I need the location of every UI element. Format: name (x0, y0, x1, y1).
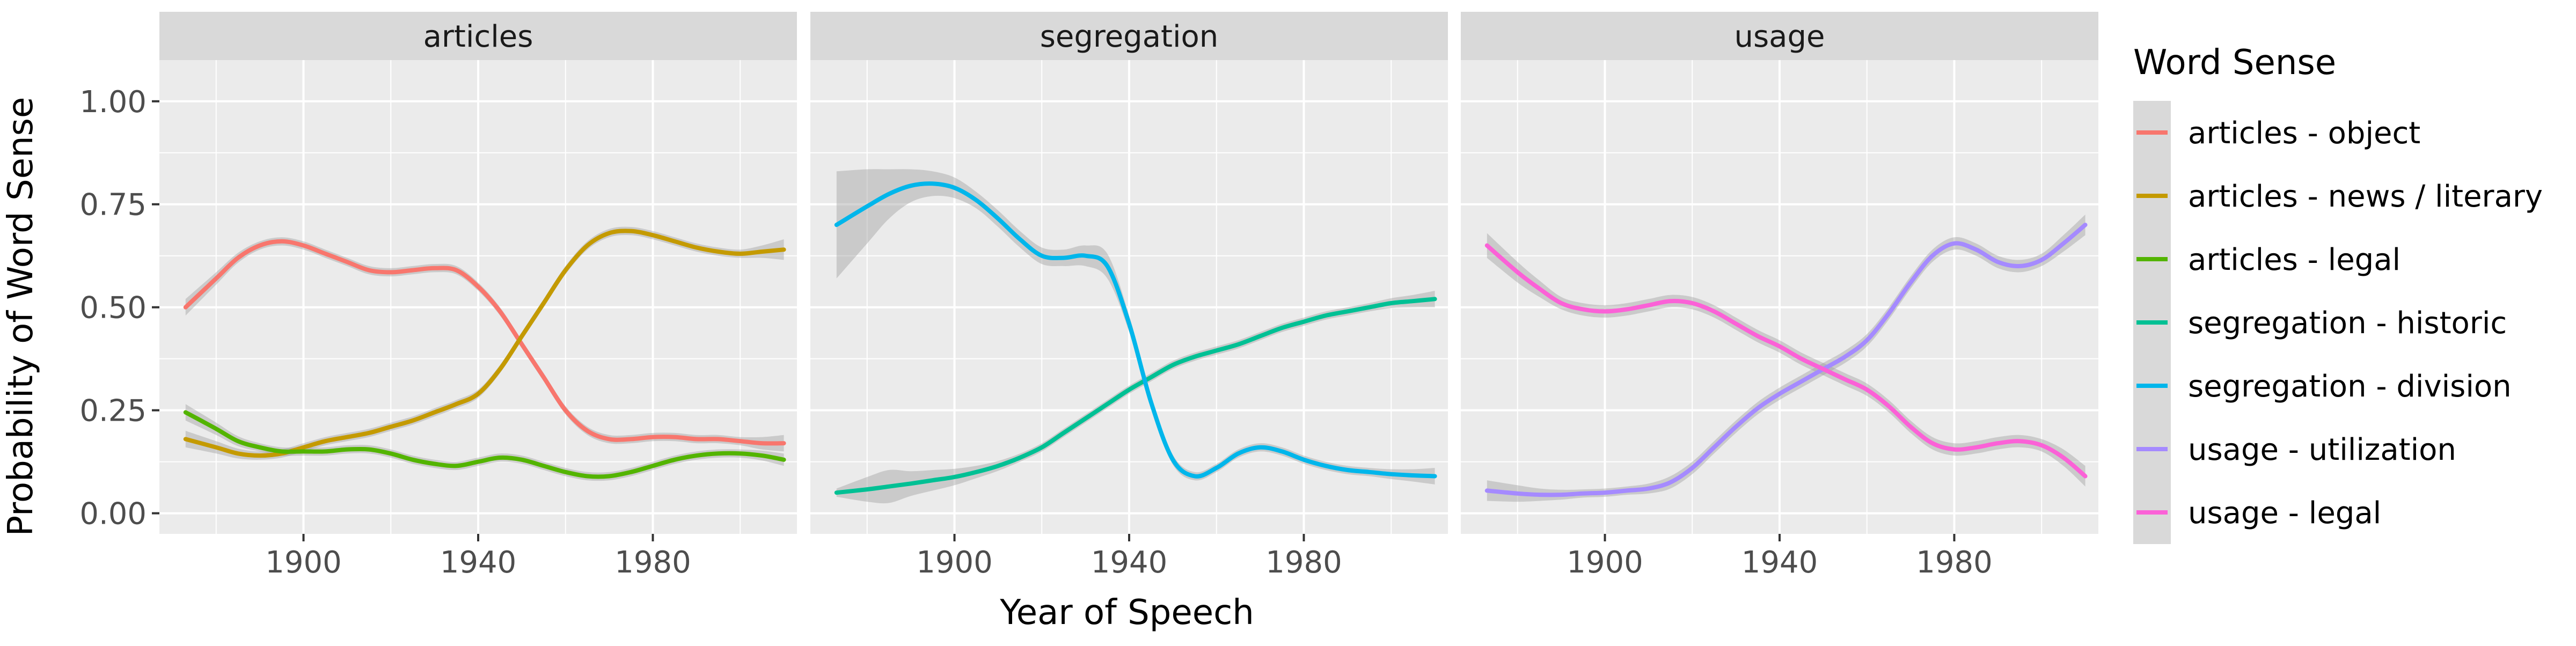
panel-usage: usage (1461, 12, 2098, 534)
x-tick-label: 1980 (614, 545, 691, 580)
x-tick-label: 1980 (1916, 545, 1993, 580)
y-tick-label: 0.00 (79, 497, 147, 532)
x-tick-label: 1900 (1567, 545, 1643, 580)
x-tick-label: 1940 (1091, 545, 1168, 580)
legend-item-label: segregation - historic (2188, 306, 2507, 341)
x-tick-label: 1900 (916, 545, 993, 580)
x-tick-label: 1940 (440, 545, 517, 580)
y-tick-label: 1.00 (79, 85, 147, 120)
confidence-band (185, 226, 784, 460)
gridlines (810, 60, 1448, 534)
panel-strip (1461, 12, 2098, 60)
panel-segregation: segregation (810, 12, 1448, 534)
panel-strip-label: articles (423, 19, 533, 54)
legend-item-label: articles - object (2188, 116, 2420, 151)
x-tick-label: 1980 (1265, 545, 1342, 580)
legend-item-label: usage - utilization (2188, 432, 2456, 467)
x-axis-title: Year of Speech (999, 593, 1254, 633)
series-line (183, 410, 786, 479)
series-line (1484, 243, 2088, 479)
confidence-band (836, 169, 1435, 484)
panel-strip (159, 12, 797, 60)
panel-strip-label: usage (1735, 19, 1825, 54)
panel-strip (810, 12, 1448, 60)
gridlines (1461, 60, 2098, 534)
panel-articles: articles (159, 12, 797, 534)
confidence-band (836, 291, 1435, 504)
gridlines (159, 60, 797, 534)
y-tick-label: 0.25 (79, 394, 147, 429)
series-line (1484, 223, 2088, 497)
y-axis-title: Probability of Word Sense (1, 97, 41, 537)
legend: Word Sense articles - object articles - ne… (2133, 43, 2543, 544)
legend-title: Word Sense (2133, 43, 2336, 83)
legend-item-label: articles - legal (2188, 243, 2401, 277)
series-line (834, 181, 1437, 479)
legend-item-label: articles - news / literary (2188, 179, 2543, 214)
panel-strip-label: segregation (1040, 19, 1219, 54)
legend-item-label: usage - legal (2188, 496, 2381, 531)
series-line (183, 239, 786, 446)
y-tick-label: 0.50 (79, 291, 147, 326)
series-line (834, 297, 1437, 495)
x-tick-label: 1940 (1741, 545, 1818, 580)
legend-item-label: segregation - division (2188, 369, 2512, 404)
x-tick-label: 1900 (265, 545, 342, 580)
y-tick-label: 0.75 (79, 188, 147, 223)
